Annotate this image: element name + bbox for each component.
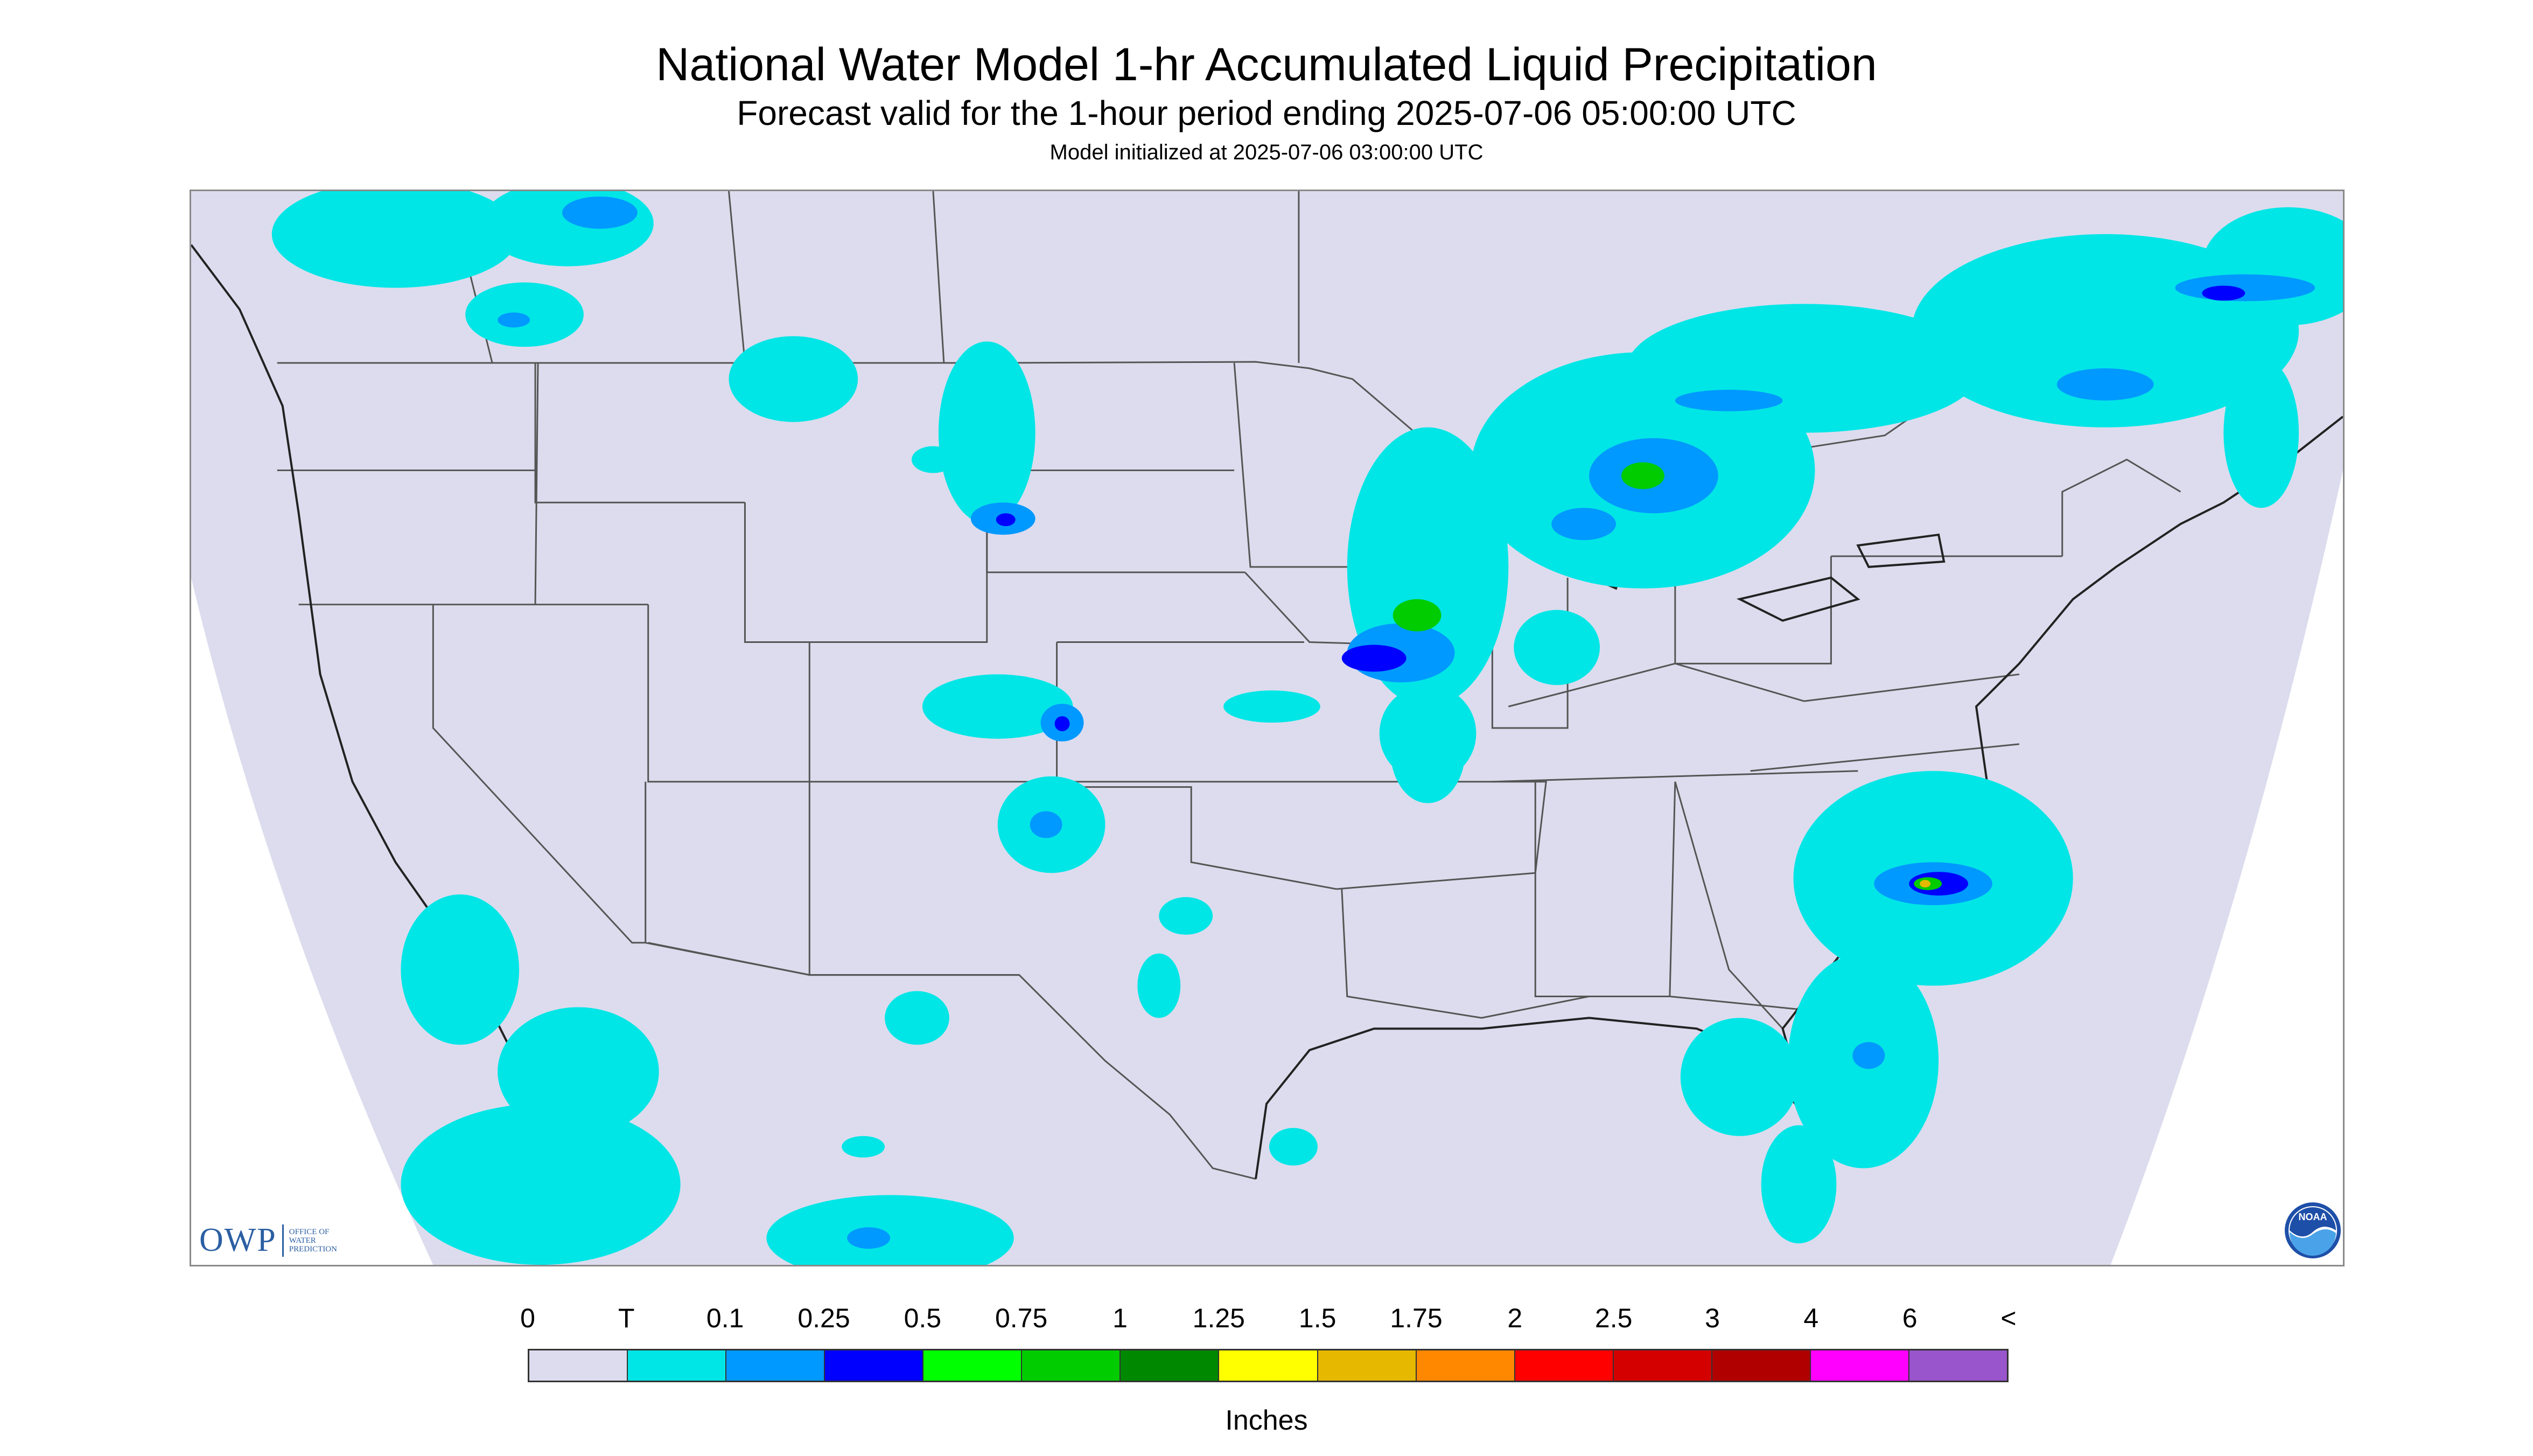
state-line-ms-al [1534, 781, 1676, 997]
legend-tick-label: 1.75 [1390, 1303, 1443, 1333]
precipitation-areas [271, 191, 2343, 1265]
legend-swatch [529, 1350, 628, 1381]
state-line-nv [432, 604, 646, 944]
legend-swatch [1515, 1350, 1614, 1381]
owp-logo-text: OFFICE OF WATER PREDICTION [289, 1227, 337, 1254]
legend-tick-label: T [618, 1303, 635, 1333]
legend-swatch [1121, 1350, 1220, 1381]
rain-canada-west [271, 191, 654, 347]
legend-colorbar [528, 1349, 2009, 1382]
noaa-logo: NOAA [2285, 1202, 2341, 1258]
legend-tick-label: 1 [1112, 1303, 1128, 1333]
state-line-mt [534, 363, 745, 503]
state-line-new-england [2061, 458, 2181, 556]
state-line-ut [647, 604, 810, 783]
legend-swatch [923, 1350, 1023, 1381]
legend-tick-label: 0 [520, 1303, 535, 1333]
rain-colorado-kansas [922, 674, 1466, 873]
mexico-border [648, 942, 1256, 1180]
state-line-la [1341, 889, 1590, 1019]
legend-tick-label: < [2000, 1303, 2017, 1333]
legend-swatch [1022, 1350, 1121, 1381]
owp-logo-mark: OWP [199, 1222, 277, 1258]
state-line-ok-tx [1019, 786, 1337, 890]
state-line-tn-ky [1492, 770, 1858, 783]
legend-tick-label: 3 [1705, 1303, 1720, 1333]
rain-southwest-mexico [401, 894, 1318, 1265]
precipitation-map [190, 190, 2345, 1266]
legend-swatch [825, 1350, 924, 1381]
legend-tick-label: 2 [1507, 1303, 1523, 1333]
state-line-oh-pa [1674, 556, 1832, 664]
legend-tick-label: 2.5 [1594, 1303, 1633, 1333]
map-canvas [191, 191, 2343, 1265]
state-line-nc-sc [1750, 743, 2020, 772]
state-line-ga [1674, 781, 1783, 1030]
legend-tick-label: 6 [1902, 1303, 1918, 1333]
legend-tick-label: 0.25 [797, 1303, 850, 1333]
svg-text:NOAA: NOAA [2299, 1212, 2327, 1222]
model-init-label: Model initialized at 2025-07-06 03:00:00… [1049, 141, 1484, 164]
legend-tick-label: 1.5 [1298, 1303, 1337, 1333]
atlantic-coast [1781, 416, 2343, 1212]
legend-swatch [1613, 1350, 1712, 1381]
legend-tick-labels: 0 T 0.1 0.25 0.5 0.75 1 1.25 1.5 1.75 2 2.5 3 4 6 < [506, 1302, 2030, 1334]
forecast-valid-subtitle: Forecast valid for the 1-hour period end… [737, 94, 1796, 132]
legend-swatch [726, 1350, 825, 1381]
legend-units: Inches [1225, 1405, 1308, 1436]
state-line-id-mt [534, 363, 539, 605]
owp-logo-divider [282, 1224, 284, 1257]
province-line-2 [728, 191, 746, 363]
legend-swatch [1810, 1350, 1909, 1381]
legend-tick-label: 1.25 [1192, 1303, 1245, 1333]
legend-swatch [1219, 1350, 1318, 1381]
legend-swatch [1712, 1350, 1811, 1381]
owp-logo: OWP OFFICE OF WATER PREDICTION [199, 1221, 337, 1259]
legend-swatch [1909, 1350, 2007, 1381]
legend-tick-label: 0.1 [706, 1303, 744, 1333]
legend-swatch [1416, 1350, 1515, 1381]
rain-carolina-coast [1680, 771, 2073, 1244]
legend-tick-label: 0.5 [904, 1303, 942, 1333]
legend-tick-label: 0.75 [995, 1303, 1048, 1333]
legend-swatch [1318, 1350, 1417, 1381]
province-line-3 [932, 191, 945, 363]
map-title: National Water Model 1-hr Accumulated Li… [656, 39, 1877, 90]
state-line-va [1804, 673, 2020, 702]
legend-tick-label: 4 [1803, 1303, 1819, 1333]
rain-montana-dakotas [729, 336, 1035, 535]
rain-ontario-quebec [1626, 207, 2343, 508]
legend-swatch [628, 1350, 727, 1381]
